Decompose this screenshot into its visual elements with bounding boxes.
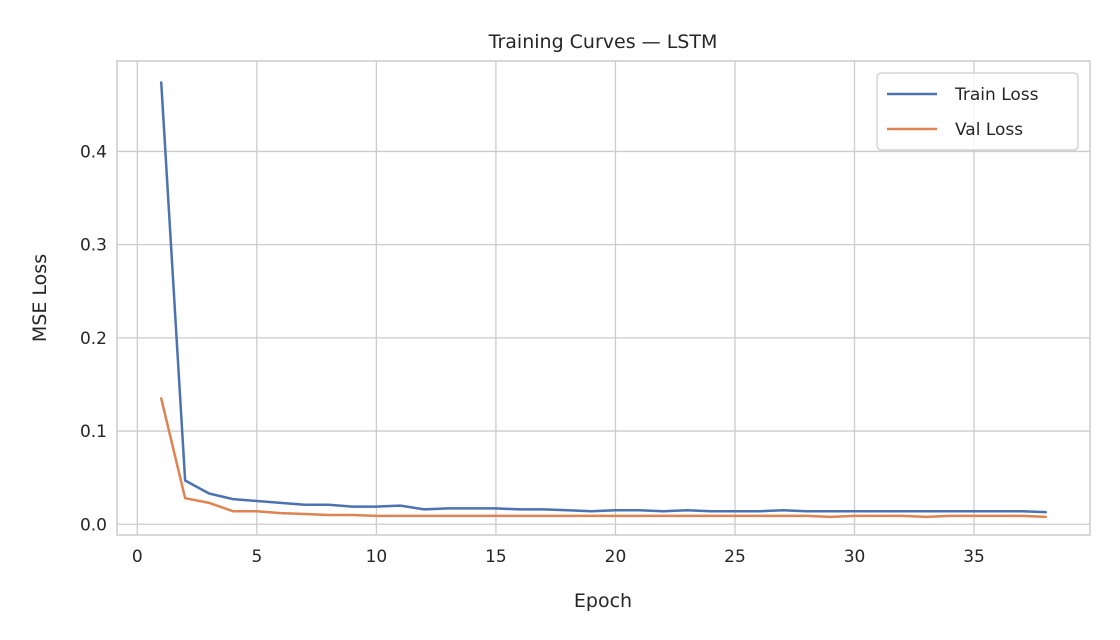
plot-frame (116, 60, 1091, 536)
x-tick-label: 35 (963, 547, 985, 567)
y-tick-label: 0.0 (80, 515, 107, 535)
series-lines (159, 81, 1048, 519)
y-tick-label: 0.1 (80, 422, 107, 442)
legend: Train Loss Val Loss (876, 72, 1079, 151)
legend-box (876, 72, 1079, 151)
series-line-train-loss (159, 81, 1048, 514)
y-tick-label: 0.2 (80, 329, 107, 349)
y-axis-label: MSE Loss (29, 254, 51, 342)
x-tick-label: 15 (485, 547, 507, 567)
x-tick-label: 30 (844, 547, 866, 567)
series-line-val-loss (159, 397, 1048, 519)
x-axis-label: Epoch (574, 590, 632, 612)
y-tick-labels: 0.0 0.1 0.2 0.3 0.4 (80, 142, 107, 535)
y-tick-label: 0.3 (80, 236, 107, 256)
x-tick-label: 0 (132, 547, 143, 567)
x-tick-label: 10 (366, 547, 388, 567)
y-tick-label: 0.4 (80, 142, 107, 162)
legend-label-train-loss: Train Loss (954, 85, 1039, 105)
chart-title: Training Curves — LSTM (488, 31, 718, 53)
x-tick-label: 25 (724, 547, 746, 567)
legend-label-val-loss: Val Loss (955, 120, 1023, 140)
x-tick-label: 20 (605, 547, 627, 567)
x-tick-labels: 0 5 10 15 20 25 30 35 (132, 547, 985, 567)
x-tick-label: 5 (251, 547, 262, 567)
